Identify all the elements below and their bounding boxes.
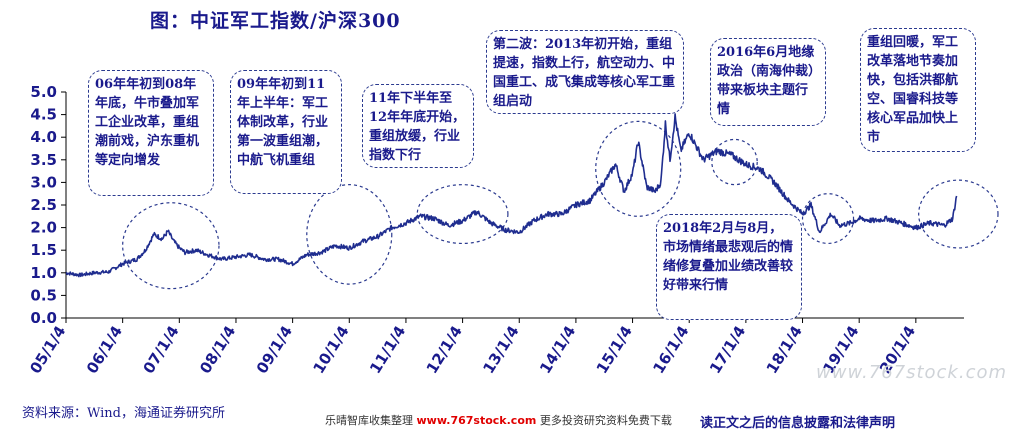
x-tick-label: 14/1/4 [536, 323, 579, 377]
x-tick-label: 16/1/4 [649, 323, 692, 377]
series-line [65, 113, 958, 278]
footer-suffix: 更多投资研究资料免费下载 [539, 414, 672, 427]
footer-prefix: 乐晴智库收集整理 [325, 414, 413, 427]
highlight-ellipse [918, 179, 999, 249]
x-tick-label: 15/1/4 [593, 323, 636, 377]
x-tick-label: 09/1/4 [253, 323, 296, 377]
annotation-2013-wave: 第二波：2013年初开始，重组提速，指数上行，航空动力、中国重工、成飞集成等核心… [486, 30, 684, 114]
y-tick-label: 2.0 [30, 219, 57, 237]
y-tick-label: 3.5 [30, 151, 57, 169]
y-tick-label: 4.0 [30, 128, 57, 146]
annotation-2018: 2018年2月与8月，市场情绪最悲观后的情绪修复叠加业绩改善较好带来行情 [656, 214, 802, 320]
highlight-ellipse [711, 138, 758, 186]
x-tick-label: 06/1/4 [83, 323, 126, 377]
highlight-ellipse [306, 184, 393, 285]
x-tick-label: 08/1/4 [196, 323, 239, 377]
x-tick-label: 12/1/4 [423, 323, 466, 377]
chart-title: 图：中证军工指数/沪深300 [150, 10, 401, 32]
x-tick-label: 10/1/4 [309, 323, 352, 377]
annotation-2006-2008: 06年年初到08年年底，牛市叠加军工企业改革，重组潮前戏，沪东重机等定向增发 [88, 70, 214, 196]
y-tick-label: 3.0 [30, 173, 57, 191]
source-note: 资料来源：Wind，海通证券研究所 [22, 406, 225, 421]
legal-notice: 读正文之后的信息披露和法律声明 [700, 416, 896, 431]
footer-site-link[interactable]: www.767stock.com [416, 414, 537, 427]
x-tick-label: 13/1/4 [479, 323, 522, 377]
y-tick-label: 0.5 [30, 286, 57, 304]
footer-line: 乐晴智库收集整理 www.767stock.com 更多投资研究资料免费下载 [325, 412, 672, 428]
highlight-ellipse [416, 184, 509, 245]
x-tick-label: 07/1/4 [140, 323, 183, 377]
watermark: www.767stock.com [816, 362, 1008, 383]
y-tick-label: 5.0 [30, 83, 57, 101]
annotation-2011-2012: 11年下半年至12年年底开始，重组放缓，行业指数下行 [362, 84, 474, 168]
x-tick-label: 18/1/4 [763, 323, 806, 377]
y-tick-label: 1.5 [30, 241, 57, 259]
y-tick-label: 4.5 [30, 106, 57, 124]
y-tick-label: 2.5 [30, 196, 57, 214]
annotation-2016: 2016年6月地缘政治（南海仲裁）带来板块主题行情 [710, 38, 826, 126]
highlight-ellipses [122, 120, 999, 290]
y-tick-label: 1.0 [30, 264, 57, 282]
annotation-reform: 重组回暖，军工改革落地节奏加快，包括洪都航空、国睿科技等核心军品加快上市 [860, 28, 976, 152]
annotation-2009-2011: 09年年初到11年上半年：军工体制改革，行业第一波重组潮，中航飞机重组 [230, 70, 342, 194]
y-tick-label: 0.0 [30, 309, 57, 327]
x-tick-label: 05/1/4 [26, 323, 69, 377]
chart-series [65, 113, 958, 278]
highlight-ellipse [801, 193, 855, 245]
highlight-ellipse [595, 120, 682, 217]
x-tick-label: 17/1/4 [706, 323, 749, 377]
highlight-ellipse [122, 202, 220, 290]
x-tick-label: 11/1/4 [366, 323, 409, 377]
